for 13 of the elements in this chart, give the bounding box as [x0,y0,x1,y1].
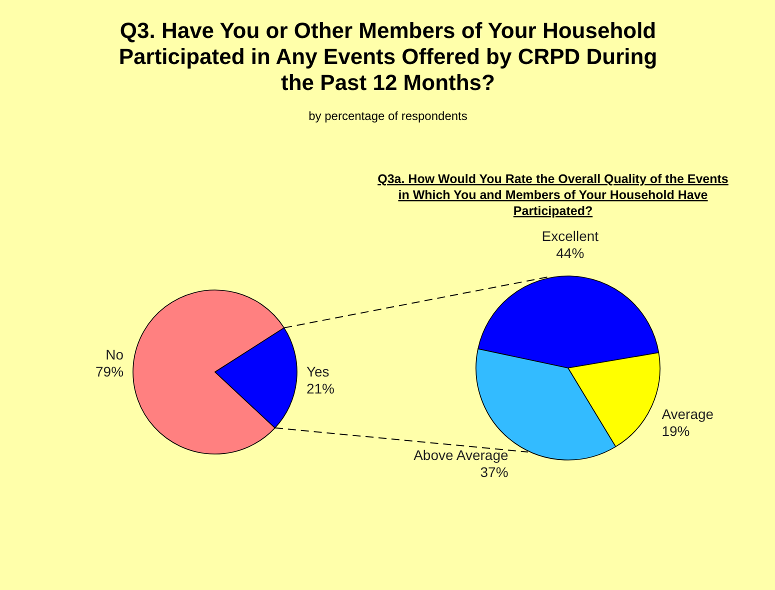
text: by percentage of respondents [308,109,468,123]
data-label: 37% [480,464,508,480]
data-label: 44% [556,244,584,261]
data-label: 19% [662,422,690,439]
chart-title: Q3a. How Would You Rate the Overall Quality of the Events in Which You and Members of Your Household Have Participated? [378,172,728,218]
slice-label: Yes [306,363,330,380]
slice-label: Above Average [414,446,509,463]
data-label: 21% [306,380,334,396]
slice-label: Average [662,406,714,422]
slice-label: Excellent [542,228,599,244]
slice-label: No [106,346,124,363]
text: Q3. Have You or Other Members of Your Household Participated in Any Events Offered by CRPD During the Past 12 Months? [118,18,658,95]
data-label: 79% [96,364,124,380]
